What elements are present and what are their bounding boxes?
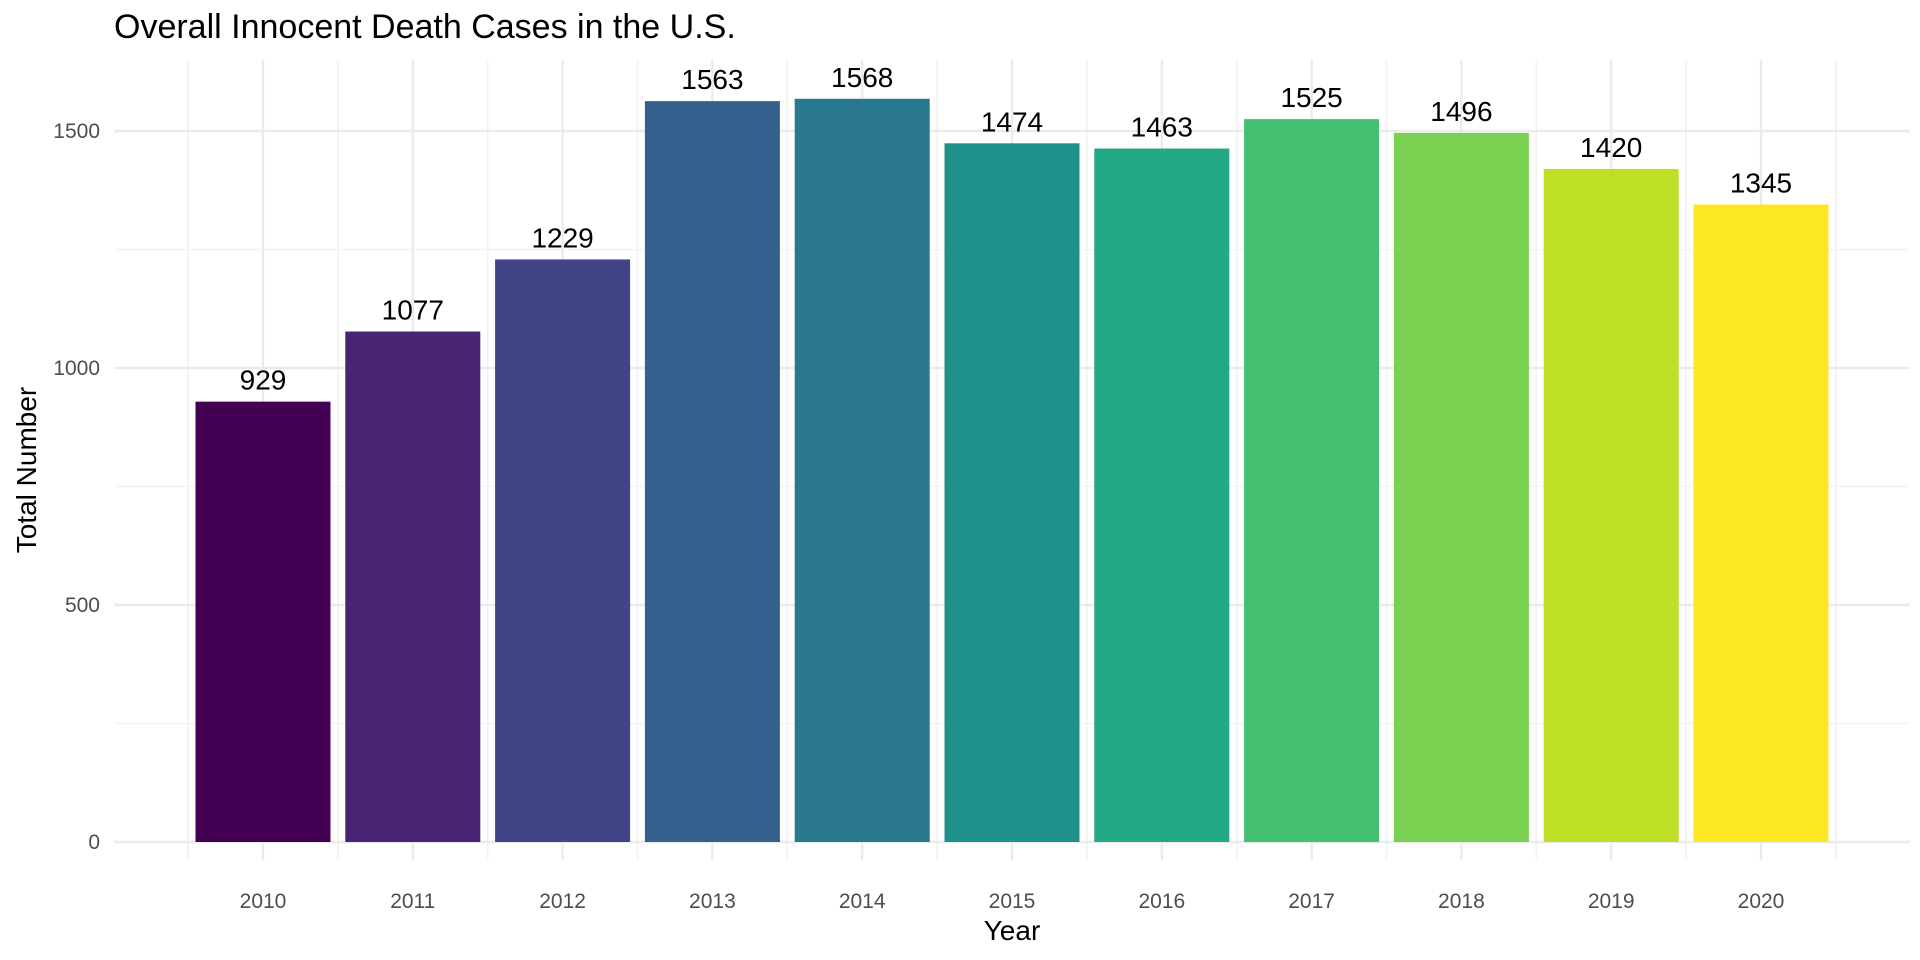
bar (644, 101, 780, 842)
x-tick-label: 2015 (989, 890, 1036, 913)
x-tick-label: 2019 (1588, 890, 1635, 913)
x-tick-label: 2012 (539, 890, 586, 913)
bar (1244, 119, 1380, 842)
x-tick-label: 2013 (689, 890, 736, 913)
y-tick-label: 1000 (53, 357, 100, 380)
bar-labels: 929 1077 1229 1563 1568 1474 1463 1525 1496 1420 1… (240, 62, 1793, 396)
data-label: 1563 (681, 64, 743, 95)
y-axis-ticks: 0 500 1000 1500 (53, 120, 100, 854)
y-tick-label: 1500 (53, 120, 100, 143)
bar (195, 401, 331, 842)
chart-title: Overall Innocent Death Cases in the U.S. (114, 8, 736, 46)
bar (495, 259, 631, 843)
data-label: 1345 (1730, 167, 1792, 198)
data-label: 1525 (1280, 82, 1342, 113)
bars (195, 98, 1829, 843)
data-label: 1568 (831, 62, 893, 93)
bar (1094, 148, 1230, 843)
x-tick-label: 2017 (1288, 890, 1335, 913)
data-label: 1077 (382, 295, 444, 326)
bar (1693, 204, 1829, 843)
bar (944, 143, 1080, 843)
x-axis-ticks: 2010 2011 2012 2013 2014 2015 2016 2017 2018 2019… (240, 890, 1785, 913)
x-tick-label: 2010 (240, 890, 287, 913)
y-tick-label: 0 (88, 831, 100, 854)
bar (345, 331, 481, 842)
bar (1543, 168, 1679, 843)
x-tick-label: 2018 (1438, 890, 1485, 913)
data-label: 1420 (1580, 132, 1642, 163)
data-label: 929 (240, 365, 287, 396)
x-tick-label: 2011 (390, 890, 435, 913)
y-tick-label: 500 (65, 594, 100, 617)
data-label: 1463 (1131, 112, 1193, 143)
data-label: 1229 (531, 222, 593, 253)
x-tick-label: 2014 (839, 890, 886, 913)
bar (794, 98, 930, 842)
bar (1393, 132, 1529, 842)
x-tick-label: 2016 (1138, 890, 1185, 913)
y-axis-title: Total Number (11, 387, 42, 554)
data-label: 1474 (981, 106, 1043, 137)
x-tick-label: 2020 (1738, 890, 1785, 913)
x-axis-title: Year (984, 915, 1041, 946)
data-label: 1496 (1430, 96, 1492, 127)
